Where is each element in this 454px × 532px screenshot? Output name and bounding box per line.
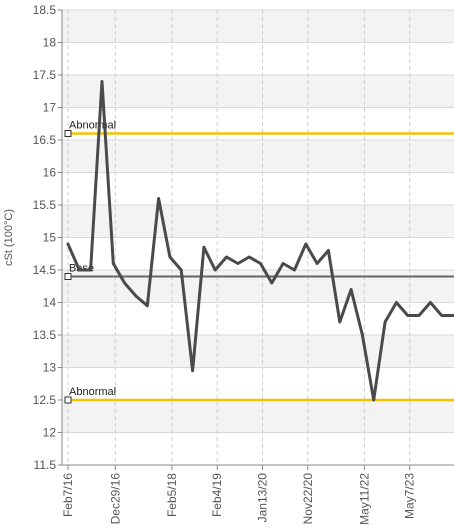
reference-marker: [64, 396, 72, 404]
reference-marker: [64, 273, 72, 280]
data-point: [123, 281, 126, 285]
y-tick-label: 18: [43, 36, 57, 50]
data-point: [417, 314, 421, 317]
axes: [58, 9, 454, 470]
data-point: [259, 262, 262, 265]
data-point: [338, 320, 341, 324]
data-point: [349, 288, 353, 291]
data-point: [191, 369, 194, 372]
data-point: [202, 246, 206, 249]
data-point: [66, 242, 70, 246]
y-tick-label: 12: [43, 426, 57, 440]
y-tick-label: 16.5: [33, 133, 57, 147]
y-tick-label: 12.5: [33, 393, 57, 407]
data-point: [180, 268, 183, 272]
y-tick-label: 13: [43, 361, 57, 375]
data-point: [315, 262, 319, 265]
data-point: [157, 197, 160, 200]
data-point: [214, 268, 217, 272]
data-point: [134, 294, 138, 298]
x-tick-label: May7/23: [403, 473, 417, 519]
data-point: [304, 242, 307, 246]
y-tick-label: 15: [43, 231, 57, 245]
y-tick-label: 17: [43, 101, 57, 115]
data-point: [395, 301, 398, 304]
data-point: [78, 268, 81, 272]
y-tick-label: 17.5: [33, 68, 57, 82]
x-tick-label: Dec29/16: [108, 473, 122, 525]
plot-background: [62, 10, 454, 433]
x-tick-label: Nov22/20: [301, 473, 315, 525]
y-tick-label: 16: [43, 166, 57, 180]
data-point: [440, 314, 443, 317]
data-point: [270, 281, 274, 285]
data-point: [168, 255, 172, 259]
data-point: [429, 301, 432, 304]
y-tick-label: 11.5: [34, 458, 57, 472]
data-point: [281, 262, 285, 265]
data-point: [112, 262, 115, 265]
data-point: [146, 304, 149, 307]
x-tick-label: Feb7/16: [61, 473, 75, 517]
y-tick-label: 13.5: [33, 328, 57, 342]
band: [62, 335, 454, 368]
data-point: [406, 314, 409, 317]
band: [62, 10, 454, 43]
data-point: [247, 255, 251, 259]
y-tick-label: 14.5: [33, 263, 57, 277]
abnormal-label: Abnormal: [69, 120, 116, 132]
y-tick-label: 15.5: [33, 198, 57, 212]
x-tick-label: May11/22: [357, 473, 371, 525]
data-point: [293, 268, 296, 272]
x-tick-label: Jan13/20: [256, 473, 270, 523]
y-tick-label: 18.5: [33, 3, 57, 17]
reference-marker: [64, 130, 72, 137]
x-tick-label: Feb5/18: [165, 473, 179, 517]
series-layer: [66, 80, 454, 402]
data-point: [225, 255, 228, 259]
band: [62, 140, 454, 173]
band: [62, 400, 454, 433]
data-point: [361, 333, 364, 337]
y-axis-label: cSt (100°C): [3, 209, 15, 266]
data-point: [451, 314, 454, 317]
abnormal-label: Abnormal: [69, 386, 116, 398]
data-point: [372, 398, 375, 402]
data-point: [236, 262, 240, 265]
data-point: [327, 249, 330, 252]
x-tick-label: Feb4/19: [210, 473, 224, 517]
band: [62, 205, 454, 238]
data-point: [100, 80, 104, 83]
data-point: [383, 320, 387, 324]
y-tick-label: 14: [43, 296, 57, 310]
tick-labels: 18.5 18 17.5 17 16.5 16 15.5 15 14.5 14 13.5 13 12.5…: [33, 3, 417, 525]
data-point: [89, 268, 92, 272]
band: [62, 75, 454, 108]
